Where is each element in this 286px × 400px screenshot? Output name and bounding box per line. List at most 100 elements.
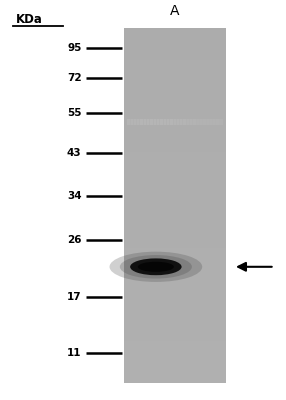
Bar <box>124 316 226 319</box>
Bar <box>213 119 215 125</box>
Bar <box>124 294 226 298</box>
Ellipse shape <box>120 255 192 278</box>
Bar <box>203 119 206 125</box>
Ellipse shape <box>130 258 182 275</box>
Bar <box>124 270 226 273</box>
Bar <box>124 128 226 131</box>
Bar <box>124 42 226 46</box>
Bar <box>124 273 226 277</box>
Bar <box>124 195 226 198</box>
Bar <box>124 191 226 195</box>
Text: 11: 11 <box>67 348 82 358</box>
Bar <box>124 74 226 78</box>
Bar <box>124 156 226 160</box>
Bar <box>124 334 226 337</box>
Bar <box>124 32 226 35</box>
Bar <box>124 376 226 380</box>
Text: 72: 72 <box>67 73 82 83</box>
Bar <box>180 119 182 125</box>
Text: 34: 34 <box>67 191 82 201</box>
Bar <box>206 119 209 125</box>
Bar <box>124 309 226 312</box>
Bar <box>124 170 226 174</box>
Bar <box>217 119 219 125</box>
Bar <box>124 138 226 142</box>
Text: A: A <box>170 4 179 18</box>
Bar <box>124 302 226 305</box>
Bar <box>124 92 226 96</box>
Bar <box>124 280 226 284</box>
Text: 43: 43 <box>67 148 82 158</box>
Bar <box>167 119 169 125</box>
Bar <box>124 56 226 60</box>
Bar <box>124 71 226 74</box>
Bar <box>124 53 226 56</box>
Bar <box>131 119 133 125</box>
Bar <box>124 369 226 372</box>
Bar <box>177 119 179 125</box>
Bar <box>124 113 226 117</box>
Bar <box>124 149 226 152</box>
Bar <box>124 202 226 206</box>
Bar <box>137 119 140 125</box>
Bar <box>193 119 196 125</box>
Bar <box>124 312 226 316</box>
Bar <box>124 188 226 191</box>
Bar <box>124 248 226 252</box>
Bar <box>147 119 149 125</box>
Bar <box>124 298 226 302</box>
Bar <box>124 319 226 323</box>
Bar <box>124 106 226 110</box>
Text: 55: 55 <box>67 108 82 118</box>
Bar <box>124 216 226 220</box>
Bar <box>124 81 226 85</box>
Bar <box>124 134 226 138</box>
Bar <box>124 78 226 81</box>
Bar <box>124 152 226 156</box>
Bar <box>200 119 202 125</box>
Bar <box>124 174 226 177</box>
Bar <box>124 291 226 294</box>
Bar <box>127 119 223 125</box>
Ellipse shape <box>110 252 202 282</box>
Bar <box>124 358 226 362</box>
Bar <box>160 119 163 125</box>
Bar <box>124 166 226 170</box>
Bar <box>124 277 226 280</box>
Bar <box>170 119 172 125</box>
Bar <box>124 142 226 145</box>
Text: 26: 26 <box>67 235 82 245</box>
Bar <box>183 119 186 125</box>
Bar <box>150 119 153 125</box>
Bar <box>187 119 189 125</box>
Bar <box>124 96 226 99</box>
Bar <box>124 99 226 102</box>
Bar <box>124 234 226 238</box>
Bar <box>124 102 226 106</box>
Bar <box>124 305 226 309</box>
Bar <box>124 209 226 213</box>
Bar <box>220 119 222 125</box>
Bar <box>124 198 226 202</box>
Bar <box>124 323 226 326</box>
Bar <box>124 160 226 163</box>
Bar <box>124 131 226 134</box>
Bar <box>124 39 226 42</box>
Bar <box>124 28 226 32</box>
Bar <box>124 255 226 259</box>
Bar <box>124 241 226 245</box>
Bar <box>124 46 226 49</box>
Bar <box>124 163 226 166</box>
Bar <box>124 355 226 358</box>
Bar <box>124 259 226 262</box>
Bar <box>124 220 226 223</box>
Bar <box>124 223 226 227</box>
Bar <box>124 177 226 181</box>
Bar <box>124 206 226 209</box>
Bar <box>124 351 226 355</box>
Bar <box>197 119 199 125</box>
Bar <box>124 344 226 348</box>
Bar <box>124 372 226 376</box>
Bar <box>174 119 176 125</box>
Bar <box>157 119 159 125</box>
